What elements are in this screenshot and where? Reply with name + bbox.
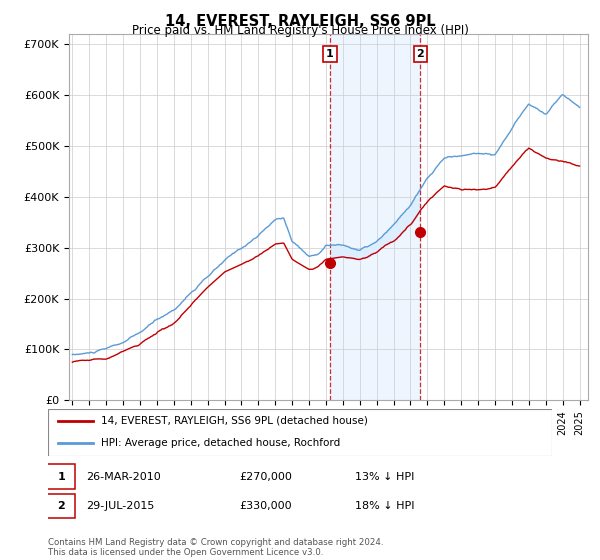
Text: 2: 2: [57, 501, 65, 511]
Text: 14, EVEREST, RAYLEIGH, SS6 9PL: 14, EVEREST, RAYLEIGH, SS6 9PL: [164, 14, 436, 29]
Text: £270,000: £270,000: [239, 472, 292, 482]
Text: 2: 2: [416, 49, 424, 59]
Text: 14, EVEREST, RAYLEIGH, SS6 9PL (detached house): 14, EVEREST, RAYLEIGH, SS6 9PL (detached…: [101, 416, 368, 426]
Text: 1: 1: [326, 49, 334, 59]
Bar: [330, 34, 420, 400]
Text: Price paid vs. HM Land Registry's House Price Index (HPI): Price paid vs. HM Land Registry's House …: [131, 24, 469, 37]
Text: HPI: Average price, detached house, Rochford: HPI: Average price, detached house, Roch…: [101, 438, 340, 448]
FancyBboxPatch shape: [48, 409, 552, 456]
Text: 18% ↓ HPI: 18% ↓ HPI: [355, 501, 415, 511]
Text: 1: 1: [57, 472, 65, 482]
FancyBboxPatch shape: [47, 464, 75, 489]
Text: 26-MAR-2010: 26-MAR-2010: [86, 472, 161, 482]
Text: Contains HM Land Registry data © Crown copyright and database right 2024.
This d: Contains HM Land Registry data © Crown c…: [48, 538, 383, 557]
Text: £330,000: £330,000: [239, 501, 292, 511]
Text: 13% ↓ HPI: 13% ↓ HPI: [355, 472, 415, 482]
FancyBboxPatch shape: [47, 494, 75, 519]
Text: 29-JUL-2015: 29-JUL-2015: [86, 501, 154, 511]
